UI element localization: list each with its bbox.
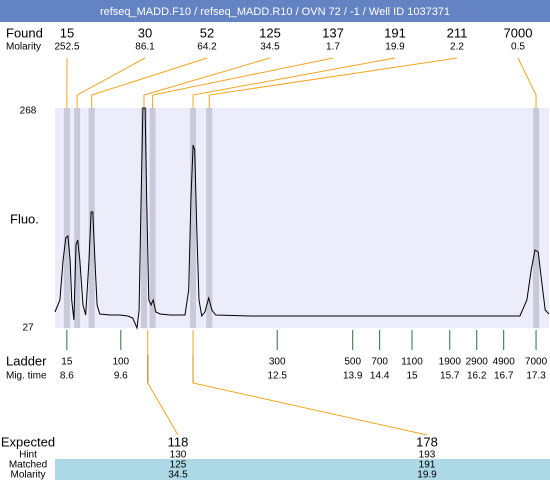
matched-label: Matched (9, 460, 47, 471)
ladder-size: 700 (371, 357, 388, 368)
peak-connector (192, 57, 396, 108)
peak-connector (91, 57, 208, 108)
found-size: 137 (322, 25, 344, 40)
ladder-size: 2900 (466, 357, 489, 368)
ladder-time: 15 (406, 371, 418, 382)
found-molarity: 252.5 (54, 42, 79, 53)
trace (54, 107, 550, 330)
ladder-time: 9.6 (114, 371, 128, 382)
matched-molarity: 19.9 (417, 470, 437, 480)
found-size: 125 (259, 25, 281, 40)
peak-band (88, 108, 95, 328)
found-size: 211 (447, 25, 468, 40)
found-size: 191 (384, 25, 406, 40)
peak-band (140, 108, 147, 328)
peak-band (533, 108, 540, 328)
found-molarity: 0.5 (511, 42, 525, 53)
hint-label: Hint (19, 450, 37, 461)
ladder-time: 16.2 (467, 371, 487, 382)
found-molarity: 64.2 (197, 42, 217, 53)
ladder-size: 100 (112, 357, 129, 368)
hint-size: 193 (419, 450, 436, 461)
matched-molarity: 34.5 (168, 470, 188, 480)
peak-connector (517, 57, 537, 108)
ladder-size: 300 (269, 357, 286, 368)
matched-size: 125 (170, 460, 187, 471)
expected-connector (192, 330, 428, 436)
found-size: 52 (200, 25, 214, 40)
found-molarity: 86.1 (135, 42, 155, 53)
ladder-time: 14.4 (370, 371, 390, 382)
found-molarity: 34.5 (260, 42, 280, 53)
y-label: Fluo. (10, 211, 39, 226)
peak-band (74, 108, 81, 328)
peak-connector (143, 57, 271, 108)
peak-connector (208, 57, 458, 108)
matched-band (55, 459, 550, 480)
found-size: 30 (138, 25, 152, 40)
ladder-size: 1900 (439, 357, 462, 368)
ladder-label: Ladder (6, 353, 47, 368)
ladder-size: 4900 (493, 357, 516, 368)
peak-connector (76, 57, 146, 108)
peak-connector (152, 57, 334, 108)
peak-band (149, 108, 156, 328)
ladder-size: 1100 (401, 357, 423, 368)
expected-size: 118 (168, 434, 189, 449)
expected-label: Expected (1, 434, 55, 449)
peak-band (63, 108, 70, 328)
peak-band (206, 108, 213, 328)
ladder-time: 13.9 (343, 371, 363, 382)
ladder-time: 15.7 (440, 371, 460, 382)
ladder-time: 8.6 (60, 371, 74, 382)
found-molarity: 2.2 (450, 42, 464, 53)
ladder-time: 12.5 (267, 371, 287, 382)
ladder-time: 17.3 (526, 371, 546, 382)
found-size: 15 (60, 25, 74, 40)
found-molarity-label: Molarity (6, 42, 41, 53)
plot-area (55, 108, 549, 328)
matched-size: 191 (419, 460, 436, 471)
y-tick-label: 268 (20, 106, 37, 117)
found-molarity: 1.7 (326, 42, 340, 53)
title: refseq_MADD.F10 / refseq_MADD.R10 / OVN … (100, 6, 450, 18)
hint-size: 130 (170, 450, 187, 461)
molarity-label: Molarity (10, 470, 45, 480)
found-molarity: 19.9 (385, 42, 405, 53)
ladder-size: 15 (61, 357, 73, 368)
expected-connector (147, 330, 179, 436)
ladder-time: 16.7 (494, 371, 514, 382)
ladder-time-label: Mig. time (6, 371, 47, 382)
peak-band (190, 108, 197, 328)
y-tick-label: 27 (22, 323, 34, 334)
expected-size: 178 (416, 434, 438, 449)
ladder-size: 7000 (525, 357, 548, 368)
found-size: 7000 (504, 25, 533, 40)
ladder-size: 500 (344, 357, 361, 368)
title-bar (0, 0, 550, 22)
found-label: Found (6, 25, 43, 40)
